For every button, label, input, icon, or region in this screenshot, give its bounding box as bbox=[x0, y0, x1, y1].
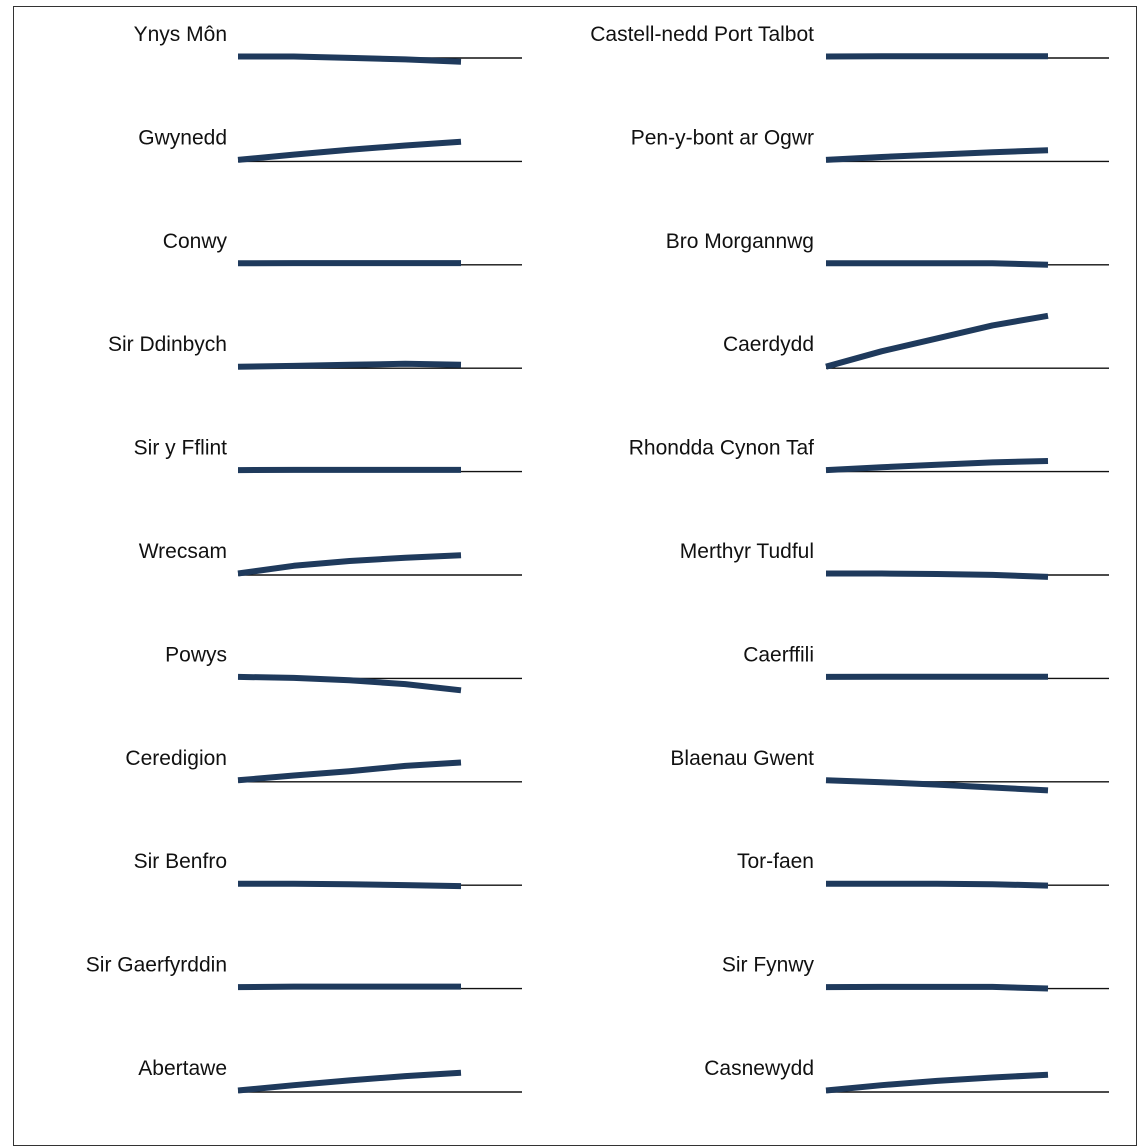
panel-abertawe: Abertawe bbox=[138, 1057, 522, 1092]
series-label-ynys-mon: Ynys Môn bbox=[134, 23, 227, 46]
series-line-bro-morgannwg bbox=[826, 263, 1048, 264]
series-label-sir-ddinbych: Sir Ddinbych bbox=[108, 333, 227, 356]
panel-wrecsam: Wrecsam bbox=[139, 540, 522, 575]
panel-sir-y-fflint: Sir y Fflint bbox=[134, 437, 522, 472]
series-line-sir-benfro bbox=[238, 884, 461, 886]
series-label-abertawe: Abertawe bbox=[138, 1057, 227, 1080]
series-line-sir-fynwy bbox=[826, 987, 1048, 989]
series-label-sir-y-fflint: Sir y Fflint bbox=[134, 437, 228, 460]
series-label-caerdydd: Caerdydd bbox=[723, 333, 814, 356]
panel-casnewydd: Casnewydd bbox=[704, 1057, 1109, 1092]
series-label-casnewydd: Casnewydd bbox=[704, 1057, 814, 1080]
panel-powys: Powys bbox=[165, 643, 522, 690]
panel-ceredigion: Ceredigion bbox=[125, 747, 522, 782]
panel-conwy: Conwy bbox=[163, 230, 522, 265]
panel-sir-ddinbych: Sir Ddinbych bbox=[108, 333, 522, 368]
panel-caerffili: Caerffili bbox=[743, 643, 1109, 678]
series-label-tor-faen: Tor-faen bbox=[737, 850, 814, 873]
panel-tor-faen: Tor-faen bbox=[737, 850, 1109, 885]
panel-sir-fynwy: Sir Fynwy bbox=[722, 954, 1109, 989]
panel-merthyr-tudful: Merthyr Tudful bbox=[680, 540, 1109, 577]
series-line-rhondda-cynon-taf bbox=[826, 461, 1048, 470]
series-label-sir-gaerfyrddin: Sir Gaerfyrddin bbox=[86, 954, 227, 977]
series-line-ceredigion bbox=[238, 763, 461, 781]
series-label-powys: Powys bbox=[165, 643, 227, 666]
panel-sir-benfro: Sir Benfro bbox=[134, 850, 522, 886]
series-label-bro-morgannwg: Bro Morgannwg bbox=[666, 230, 814, 253]
series-label-wrecsam: Wrecsam bbox=[139, 540, 227, 563]
panel-rhondda-cynon-taf: Rhondda Cynon Taf bbox=[629, 437, 1109, 472]
series-line-wrecsam bbox=[238, 555, 461, 573]
series-label-gwynedd: Gwynedd bbox=[138, 126, 227, 149]
panel-castell-nedd-port-talbot: Castell-nedd Port Talbot bbox=[590, 23, 1109, 58]
series-label-conwy: Conwy bbox=[163, 230, 228, 253]
series-label-castell-nedd-port-talbot: Castell-nedd Port Talbot bbox=[590, 23, 814, 46]
series-label-blaenau-gwent: Blaenau Gwent bbox=[670, 747, 814, 770]
series-label-sir-fynwy: Sir Fynwy bbox=[722, 954, 815, 977]
series-label-ceredigion: Ceredigion bbox=[125, 747, 227, 770]
series-line-casnewydd bbox=[826, 1075, 1048, 1091]
panel-sir-gaerfyrddin: Sir Gaerfyrddin bbox=[86, 954, 522, 989]
series-label-pen-y-bont-ar-ogwr: Pen-y-bont ar Ogwr bbox=[631, 126, 814, 149]
series-label-merthyr-tudful: Merthyr Tudful bbox=[680, 540, 814, 563]
panel-blaenau-gwent: Blaenau Gwent bbox=[670, 747, 1109, 791]
panel-ynys-mon: Ynys Môn bbox=[134, 23, 522, 62]
series-line-gwynedd bbox=[238, 142, 461, 160]
series-line-sir-gaerfyrddin bbox=[238, 987, 461, 988]
panel-gwynedd: Gwynedd bbox=[138, 126, 522, 161]
series-line-ynys-mon bbox=[238, 57, 461, 62]
panel-bro-morgannwg: Bro Morgannwg bbox=[666, 230, 1109, 265]
series-label-caerffili: Caerffili bbox=[743, 643, 814, 666]
series-line-tor-faen bbox=[826, 884, 1048, 886]
series-line-pen-y-bont-ar-ogwr bbox=[826, 150, 1048, 160]
series-line-merthyr-tudful bbox=[826, 574, 1048, 577]
series-line-sir-ddinbych bbox=[238, 364, 461, 367]
series-line-caerdydd bbox=[826, 316, 1048, 367]
panel-pen-y-bont-ar-ogwr: Pen-y-bont ar Ogwr bbox=[631, 126, 1109, 161]
series-label-sir-benfro: Sir Benfro bbox=[134, 850, 227, 873]
series-line-abertawe bbox=[238, 1073, 461, 1091]
panel-caerdydd: Caerdydd bbox=[723, 316, 1109, 368]
series-label-rhondda-cynon-taf: Rhondda Cynon Taf bbox=[629, 437, 814, 460]
